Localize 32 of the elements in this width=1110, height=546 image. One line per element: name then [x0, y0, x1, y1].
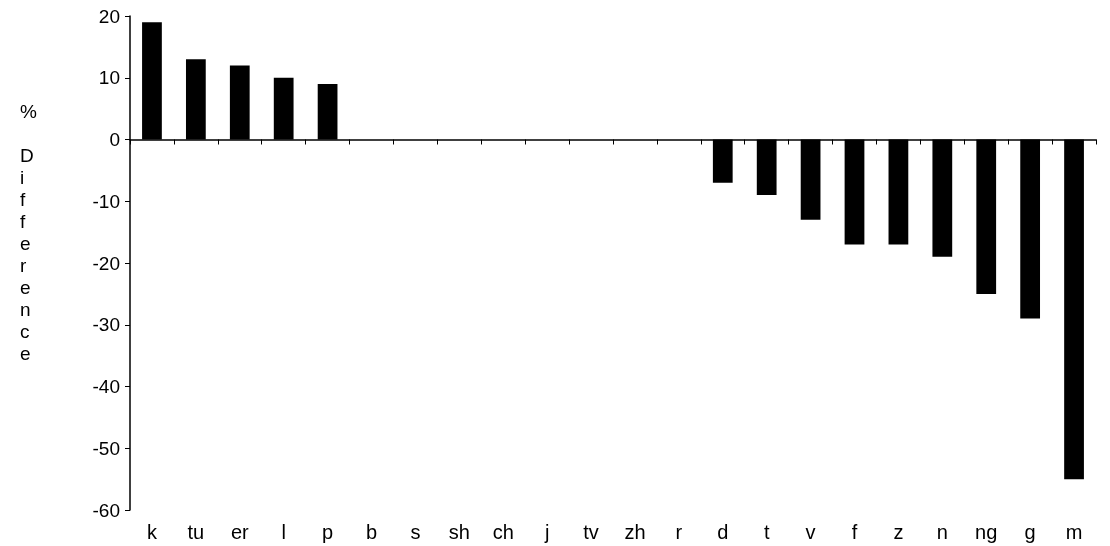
- y-tick-label: 20: [98, 5, 120, 27]
- y-tick-label: 0: [109, 129, 120, 150]
- x-tick-label: b: [365, 521, 378, 543]
- x-tick-label: m: [1065, 521, 1083, 543]
- x-tick-label: p: [322, 521, 334, 543]
- x-tick-label: sh: [448, 521, 470, 543]
- x-tick-label: tu: [187, 521, 205, 543]
- x-tick-label: ch: [492, 521, 514, 543]
- x-tick-label: j: [543, 521, 550, 543]
- y-tick-label: -60: [92, 499, 120, 521]
- x-tick-label: z: [893, 521, 904, 543]
- y-tick-label: -30: [92, 314, 120, 336]
- y-tick-label: -20: [92, 252, 120, 274]
- y-tick-label: -40: [92, 376, 120, 397]
- y-tick-label: -10: [92, 190, 120, 212]
- x-tick-label: f: [851, 521, 858, 543]
- x-tick-label: t: [763, 521, 770, 543]
- x-tick-label: s: [410, 521, 421, 543]
- x-tick-label: r: [675, 521, 683, 543]
- x-tick-label: l: [281, 521, 286, 543]
- x-tick-label: er: [230, 521, 249, 543]
- x-tick-label: v: [805, 521, 816, 543]
- y-tick-label: -50: [92, 437, 120, 459]
- text: % Difference: [20, 100, 37, 364]
- x-tick-label: tv: [583, 521, 599, 543]
- x-tick-label: ng: [975, 521, 998, 543]
- x-tick-label: n: [936, 521, 948, 543]
- x-tick-label: g: [1024, 521, 1036, 543]
- x-tick-label: d: [717, 521, 729, 543]
- y-tick-label: 10: [98, 67, 120, 89]
- x-tick-label: zh: [624, 521, 646, 543]
- x-tick-label: k: [146, 521, 158, 543]
